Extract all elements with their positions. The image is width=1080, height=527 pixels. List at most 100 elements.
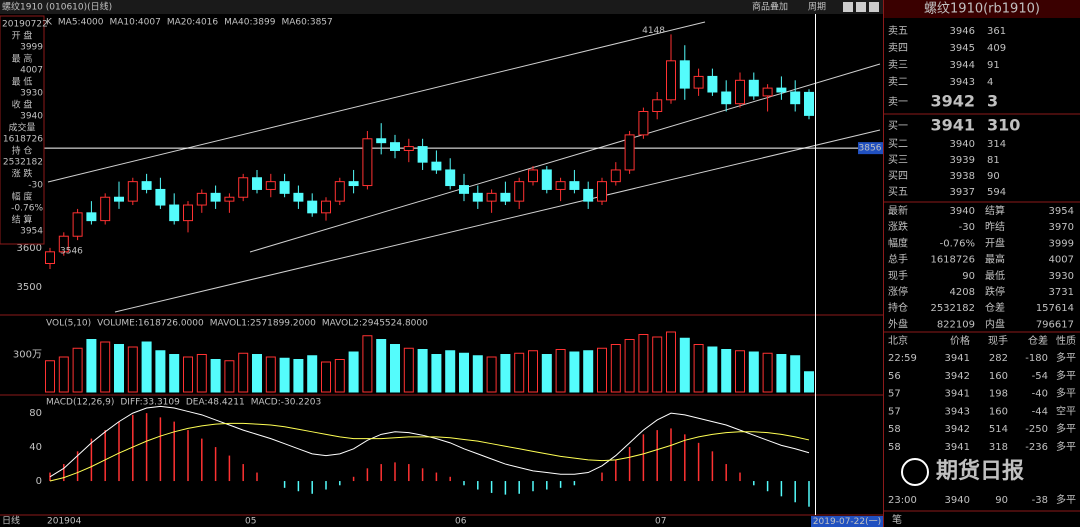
info-label: 涨 跌 — [12, 169, 33, 180]
bid-label: 买三 — [888, 154, 908, 166]
candle-body — [804, 91, 814, 116]
info-value: 4007 — [20, 66, 43, 76]
trade-cell: -250 — [1025, 424, 1048, 435]
trade-cell: 多平 — [1056, 351, 1076, 364]
volume-bar — [597, 347, 607, 393]
candle-body — [555, 181, 566, 190]
volume-bar — [666, 331, 676, 393]
candle-body — [293, 192, 304, 202]
x-tick-label: 07 — [655, 517, 666, 527]
stat-value: 3930 — [1049, 271, 1074, 282]
candle-body — [210, 192, 221, 202]
stat-label: 开盘 — [985, 236, 1005, 249]
stat-value: 3999 — [1049, 238, 1074, 249]
candle-body — [583, 188, 594, 202]
volume-bar — [307, 355, 318, 393]
trade-cell: 3941 — [945, 389, 970, 400]
volume-bar — [541, 354, 552, 393]
candle-body — [445, 169, 456, 187]
ask-volume: 3 — [987, 92, 998, 111]
trade-cell: -40 — [1032, 389, 1048, 400]
legend-item: MA5:4000 — [58, 18, 104, 28]
trade-cell: 3942 — [945, 371, 970, 382]
bid-volume: 90 — [987, 171, 1000, 182]
toolbar-title: 螺纹1910 (010610)(日线) — [2, 1, 112, 13]
stat-label: 结算 — [985, 204, 1005, 217]
stat-value: 2532182 — [930, 303, 975, 314]
candle-body — [45, 251, 55, 264]
volume-bar — [776, 354, 787, 393]
bid-price: 3941 — [930, 116, 975, 135]
cursor-date: 2019-07-22(一) — [813, 517, 881, 527]
trade-cell: -44 — [1032, 406, 1048, 417]
candle-body — [376, 138, 387, 144]
candle-body — [307, 200, 318, 214]
cursor-date-box — [811, 516, 883, 527]
candle-body — [403, 146, 414, 151]
info-label: 幅 度 — [12, 191, 33, 203]
stat-label: 总手 — [888, 253, 908, 266]
trade-cell: 56 — [888, 371, 901, 382]
trade-cell: 90 — [995, 495, 1008, 506]
ask-label: 卖五 — [888, 25, 908, 37]
candle-body — [141, 181, 152, 190]
stat-value: -0.76% — [940, 238, 975, 249]
info-label: 成交量 — [8, 122, 35, 134]
bid-volume: 310 — [987, 116, 1020, 135]
trades-header: 北京 — [888, 334, 908, 347]
candle-body — [238, 177, 249, 198]
footer-tab: 笔 — [892, 513, 902, 526]
bid-volume: 314 — [987, 139, 1006, 150]
trade-cell: 23:00 — [888, 495, 917, 506]
overlay-button[interactable]: 商品叠加 — [752, 1, 788, 13]
candle-body — [514, 181, 525, 202]
candle-body — [334, 181, 345, 202]
volume-bar — [693, 344, 704, 393]
ask-price: 3945 — [950, 43, 975, 54]
candle-body — [528, 169, 538, 183]
bid-label: 买一 — [888, 120, 908, 132]
stat-value: 4007 — [1049, 255, 1074, 266]
volume-bar — [417, 349, 428, 393]
bid-label: 买五 — [888, 186, 908, 198]
volume-bar — [72, 347, 83, 393]
info-date: 20190722 — [2, 20, 48, 30]
candle-body — [790, 91, 801, 105]
info-value: -0.76% — [11, 204, 43, 214]
candle-body — [58, 235, 69, 253]
trade-cell: -38 — [1032, 495, 1048, 506]
volume-bar — [555, 349, 566, 393]
candle-body — [114, 196, 124, 202]
restore-button[interactable] — [856, 2, 866, 12]
ask-label: 卖四 — [888, 42, 908, 54]
candle-body — [748, 79, 759, 97]
trade-cell: 514 — [989, 424, 1008, 435]
volume-bar — [569, 351, 580, 393]
volume-bar — [679, 337, 690, 393]
volume-bar — [762, 352, 773, 393]
volume-bar — [100, 341, 111, 393]
volume-bar — [790, 355, 801, 393]
ask-price: 3942 — [930, 92, 975, 111]
info-value: 3940 — [20, 112, 43, 122]
volume-bar — [334, 359, 345, 393]
candle-body — [321, 200, 331, 214]
close-button[interactable] — [869, 2, 879, 12]
bid-price: 3938 — [950, 171, 975, 182]
trade-cell: 多平 — [1056, 387, 1076, 400]
trade-cell: 282 — [989, 353, 1008, 364]
period-button[interactable]: 周期 — [808, 2, 826, 13]
stat-label: 跌停 — [985, 285, 1005, 298]
volume-bar — [238, 352, 249, 393]
candle-body — [252, 177, 262, 190]
trade-cell: 58 — [888, 424, 901, 435]
candle-body — [72, 212, 83, 237]
info-label: 结 算 — [12, 214, 33, 226]
volume-bar — [652, 336, 663, 393]
minimize-button[interactable] — [843, 2, 853, 12]
trades-header: 现手 — [988, 334, 1008, 347]
stat-label: 最新 — [888, 204, 908, 217]
trend-line — [47, 21, 706, 183]
y-tick-label: 40 — [29, 442, 42, 453]
